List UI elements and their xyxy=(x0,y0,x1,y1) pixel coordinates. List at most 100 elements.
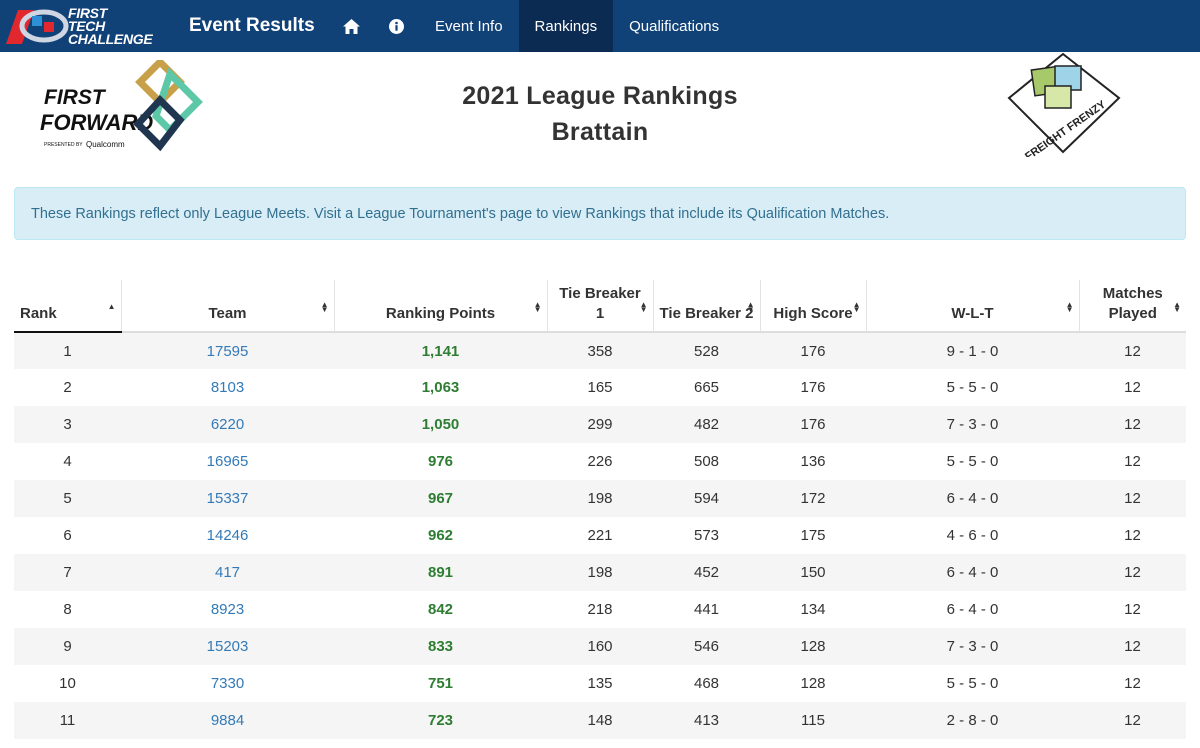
ranking-points-cell: 891 xyxy=(334,554,547,591)
rank-cell: 7 xyxy=(14,554,121,591)
col-header-high-score[interactable]: High Score ▲ ▼ xyxy=(760,280,867,333)
col-label-matches-played: Matches Played xyxy=(1102,285,1163,322)
nav-title[interactable]: Event Results xyxy=(189,15,315,36)
team-link[interactable]: 9884 xyxy=(210,712,245,729)
tie-breaker-2-cell: 528 xyxy=(653,332,760,369)
table-row: 9 15203 833 160 546 128 7 - 3 - 0 12 xyxy=(14,628,1186,665)
team-link[interactable]: 6220 xyxy=(210,416,245,433)
title-line-1: 2021 League Rankings xyxy=(462,82,738,110)
col-label-high-score: High Score xyxy=(773,305,853,322)
sort-icon: ▲ ▼ xyxy=(746,300,755,314)
team-link[interactable]: 15203 xyxy=(206,638,249,655)
table-row: 5 15337 967 198 594 172 6 - 4 - 0 12 xyxy=(14,480,1186,517)
col-header-team[interactable]: Team ▲ ▼ xyxy=(121,280,335,333)
col-label-ranking-points: Ranking Points xyxy=(385,305,496,322)
table-row: 7 417 891 198 452 150 6 - 4 - 0 12 xyxy=(14,554,1186,591)
tie-breaker-1-cell: 148 xyxy=(547,702,653,739)
team-link[interactable]: 17595 xyxy=(206,342,249,360)
ranking-points-cell: 723 xyxy=(334,702,547,739)
brand-line-2: TECH xyxy=(68,17,105,34)
high-score-cell: 175 xyxy=(800,527,826,544)
ranking-points-cell: 976 xyxy=(427,453,454,470)
team-link[interactable]: 15337 xyxy=(206,490,249,507)
col-header-tie-breaker-1[interactable]: Tie Breaker 1 ▲ ▼ xyxy=(547,280,654,333)
team-cell: 15337 xyxy=(121,480,334,517)
team-cell: 8923 xyxy=(121,591,334,628)
team-cell: 15203 xyxy=(121,628,334,665)
ranking-points-cell: 962 xyxy=(427,527,454,544)
tie-breaker-2-cell: 413 xyxy=(653,702,760,739)
tie-breaker-2-cell: 573 xyxy=(693,527,720,544)
rank-cell: 11 xyxy=(14,702,121,739)
logo-forward-text: FORWARD xyxy=(40,110,153,135)
tie-breaker-2-cell: 665 xyxy=(693,379,720,396)
col-header-rank[interactable]: Rank ▲ xyxy=(14,280,122,333)
rank-cell: 10 xyxy=(59,675,76,692)
col-label-team: Team xyxy=(208,305,247,322)
wlt-cell: 2 - 8 - 0 xyxy=(866,702,1079,739)
team-link[interactable]: 16965 xyxy=(206,453,249,470)
ranking-points-cell: 1,141 xyxy=(334,332,547,369)
table-row: 11 9884 723 148 413 115 2 - 8 - 0 12 xyxy=(14,702,1186,739)
table-row: 2 8103 1,063 165 665 176 5 - 5 - 0 12 xyxy=(14,369,1186,406)
logo-qualcomm-text: Qualcomm xyxy=(86,140,125,149)
home-icon[interactable] xyxy=(329,0,374,52)
team-cell: 417 xyxy=(121,554,334,591)
wlt-cell: 6 - 4 - 0 xyxy=(866,554,1079,591)
tie-breaker-1-cell: 160 xyxy=(547,628,653,665)
info-alert: These Rankings reflect only League Meets… xyxy=(14,187,1186,240)
matches-played-cell: 12 xyxy=(1124,453,1141,470)
team-link[interactable]: 8923 xyxy=(210,601,245,618)
wlt-cell: 5 - 5 - 0 xyxy=(946,453,999,470)
high-score-cell: 176 xyxy=(800,379,826,396)
col-header-wlt[interactable]: W-L-T ▲ ▼ xyxy=(866,280,1080,333)
rank-cell: 9 xyxy=(14,628,121,665)
info-icon[interactable] xyxy=(374,0,419,52)
freight-frenzy-logo: FREIGHT FRENZY xyxy=(1005,52,1125,163)
rank-cell: 4 xyxy=(63,453,72,470)
team-link[interactable]: 417 xyxy=(214,564,241,581)
team-cell: 7330 xyxy=(121,665,334,702)
nav-link-rankings[interactable]: Rankings xyxy=(518,0,614,52)
team-link[interactable]: 14246 xyxy=(206,527,249,544)
nav-link-event-info[interactable]: Event Info xyxy=(435,17,503,35)
col-header-tie-breaker-2[interactable]: Tie Breaker 2 ▲ ▼ xyxy=(653,280,761,333)
table-row: 4 16965 976 226 508 136 5 - 5 - 0 12 xyxy=(14,443,1186,480)
sort-icon: ▲ ▼ xyxy=(1173,300,1181,314)
matches-played-cell: 12 xyxy=(1124,527,1141,544)
matches-played-cell: 12 xyxy=(1079,406,1186,443)
ranking-points-cell: 967 xyxy=(334,480,547,517)
wlt-cell: 7 - 3 - 0 xyxy=(866,628,1079,665)
wlt-cell: 5 - 5 - 0 xyxy=(946,379,999,396)
tie-breaker-1-cell: 358 xyxy=(547,332,653,369)
matches-played-cell: 12 xyxy=(1079,628,1186,665)
ftc-brand-logo[interactable]: FIRST TECH CHALLENGE xyxy=(0,0,175,52)
logo-first-text: FIRST xyxy=(44,86,107,109)
rank-cell: 5 xyxy=(14,480,121,517)
col-label-tie-breaker-2: Tie Breaker 2 xyxy=(659,305,754,322)
rank-cell: 2 xyxy=(63,379,72,396)
nav-link-qualifications[interactable]: Qualifications xyxy=(629,17,720,35)
table-row: 6 14246 962 221 573 175 4 - 6 - 0 12 xyxy=(14,517,1186,554)
sort-icon: ▲ ▼ xyxy=(639,300,648,314)
matches-played-cell: 12 xyxy=(1079,332,1186,369)
brand-text: FIRST TECH CHALLENGE xyxy=(68,6,153,46)
high-score-cell: 136 xyxy=(800,453,826,470)
ranking-points-cell: 833 xyxy=(334,628,547,665)
high-score-cell: 128 xyxy=(800,675,826,692)
table-row: 1 17595 1,141 358 528 176 9 - 1 - 0 12 xyxy=(14,332,1186,369)
top-navbar: FIRST TECH CHALLENGE Event Results Event… xyxy=(0,0,1200,52)
wlt-cell: 6 - 4 - 0 xyxy=(946,601,999,618)
rank-cell: 6 xyxy=(63,527,72,544)
rank-cell: 3 xyxy=(14,406,121,443)
team-link[interactable]: 8103 xyxy=(210,379,245,396)
team-link[interactable]: 7330 xyxy=(210,675,245,692)
tie-breaker-1-cell: 221 xyxy=(587,527,613,544)
sort-icon: ▲ ▼ xyxy=(1065,300,1074,314)
col-header-ranking-points[interactable]: Ranking Points ▲ ▼ xyxy=(334,280,548,333)
table-header-row: Rank ▲ Team ▲ ▼ Ranking Points ▲ ▼ Tie Bre… xyxy=(14,280,1186,333)
team-cell: 16965 xyxy=(121,443,334,480)
col-header-matches-played[interactable]: Matches Played ▲ ▼ xyxy=(1079,280,1186,333)
team-cell: 8103 xyxy=(121,369,334,406)
ranking-points-cell: 1,050 xyxy=(334,406,547,443)
